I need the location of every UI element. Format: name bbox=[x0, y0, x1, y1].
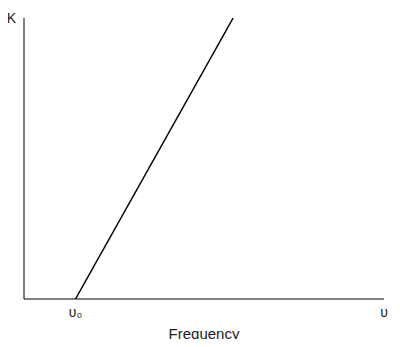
svg-text:υ: υ bbox=[380, 304, 388, 320]
svg-text:Frequency: Frequency bbox=[169, 325, 240, 339]
svg-text:K: K bbox=[8, 10, 17, 26]
svg-text:υ₀: υ₀ bbox=[69, 304, 83, 320]
